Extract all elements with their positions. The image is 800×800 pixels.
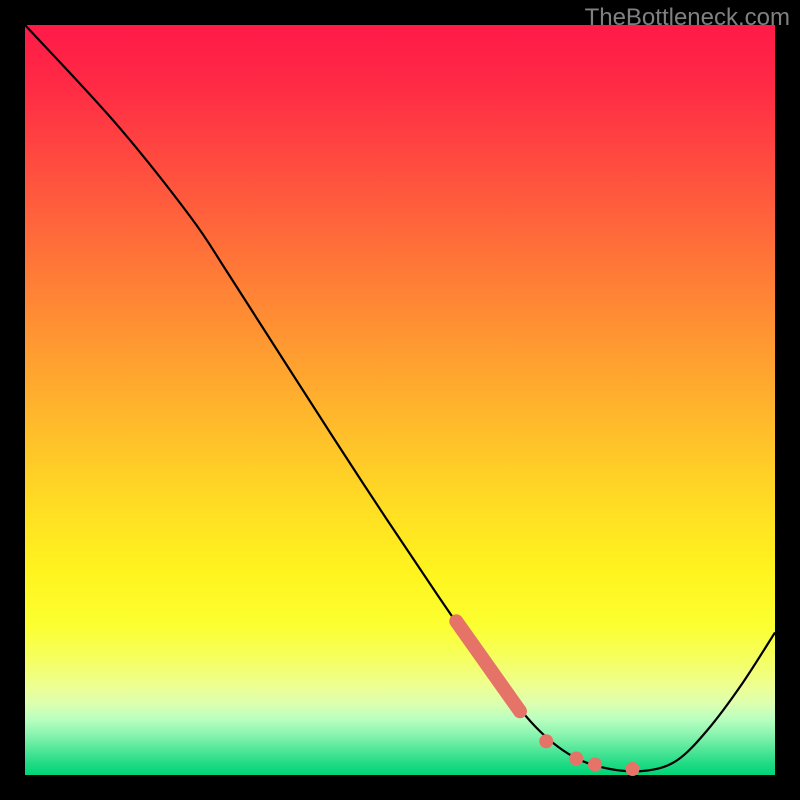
- highlight-dot: [569, 752, 583, 766]
- gradient-background: [25, 25, 775, 775]
- watermark-text: TheBottleneck.com: [585, 4, 790, 32]
- bottleneck-chart: [0, 0, 800, 800]
- highlight-dot: [539, 734, 553, 748]
- highlight-dot: [588, 758, 602, 772]
- highlight-dot: [626, 762, 640, 776]
